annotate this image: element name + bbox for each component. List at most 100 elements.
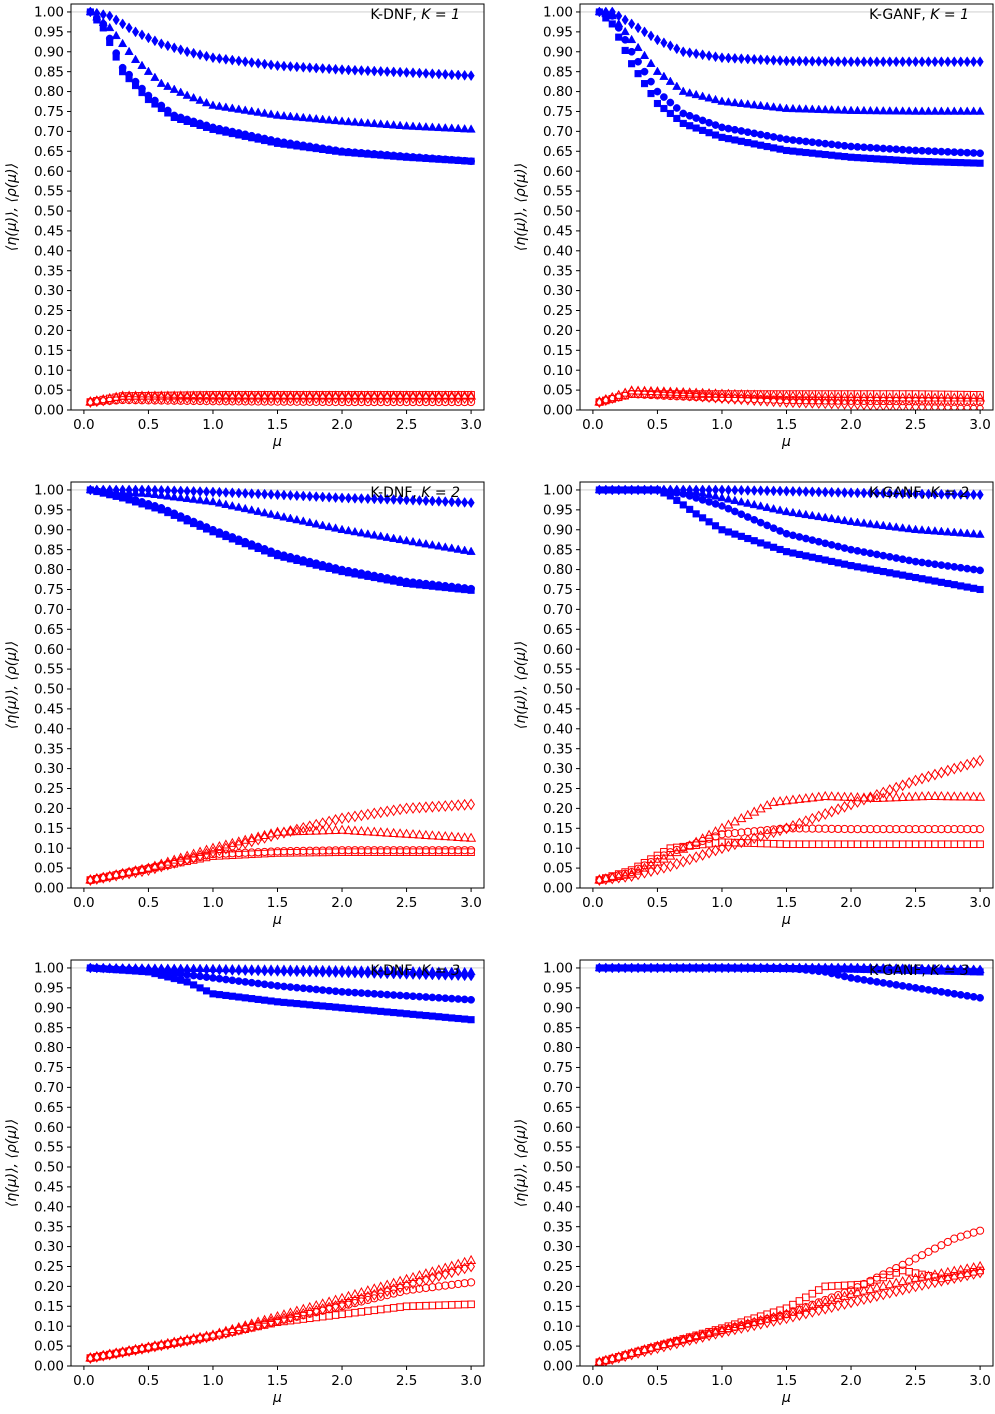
data-point [344,848,353,856]
data-point [421,1283,431,1293]
data-point [628,60,636,68]
data-point [427,830,438,840]
data-point [306,490,314,502]
data-point [750,832,759,845]
data-point [763,521,771,530]
data-point [291,1305,302,1315]
data-point [461,157,469,165]
data-point [956,760,965,773]
data-point [202,50,211,62]
data-point [794,390,805,400]
data-point [330,1294,341,1304]
data-point [640,486,649,494]
data-point [351,988,359,997]
data-point [899,571,907,579]
data-point [917,525,927,534]
data-point [422,801,430,814]
y-tick-label: 0.20 [543,801,573,817]
data-point [769,133,778,141]
data-point [723,1322,734,1333]
panel-title-method: K-GANF, [869,485,930,501]
data-point [814,104,824,113]
data-point [440,122,450,132]
data-point [691,387,702,397]
data-point [878,105,888,115]
data-point [892,554,901,562]
data-point [931,488,939,500]
data-point [415,1284,424,1293]
data-point [757,485,765,497]
data-point [666,109,674,118]
y-tick-label: 0.25 [543,303,573,319]
data-point [950,581,958,589]
series-circle-filled [86,964,475,1004]
data-point [904,791,915,801]
data-point [795,148,803,156]
data-point [369,118,379,128]
data-point [834,56,842,68]
data-point [866,154,874,162]
series-square-filled [86,486,475,594]
data-point [453,966,463,975]
data-point [968,392,979,402]
y-tick-label: 0.55 [543,662,573,678]
data-point [311,964,321,973]
data-point [369,530,379,539]
data-point [177,115,185,123]
data-point [376,990,385,999]
data-point [937,1241,946,1250]
data-point [943,562,952,570]
data-point [280,60,288,72]
data-point [659,71,669,80]
data-point [762,389,773,399]
data-point [697,91,708,100]
y-tick-label: 0.65 [543,144,573,160]
data-point [776,55,784,67]
data-point [872,399,881,410]
data-point [376,848,385,856]
data-point [847,974,855,982]
y-tick-label: 0.20 [543,323,573,339]
panel-title-k: K = 3 [930,963,969,979]
data-point [157,506,165,514]
data-point [402,494,411,506]
x-axis-label: μ [272,434,282,450]
data-point [878,1280,889,1290]
data-point [918,401,926,410]
series-diamond-open [595,754,984,886]
data-point [466,966,476,976]
x-axis-label: μ [781,434,791,450]
data-point [917,1251,927,1260]
y-tick-label: 0.90 [543,44,573,60]
data-point [344,1004,353,1012]
data-point [162,1337,173,1347]
data-point [872,144,881,152]
data-point [841,965,849,973]
data-point [595,8,603,16]
data-point [415,581,424,589]
data-point [892,981,901,989]
data-point [364,1307,372,1315]
data-point [370,807,379,820]
data-point [737,127,746,135]
data-point [615,486,623,494]
data-point [885,106,895,115]
data-point [196,121,204,129]
data-point [834,559,842,567]
data-point [164,509,172,517]
data-point [176,970,185,978]
data-point [924,1247,933,1256]
data-point [117,867,128,877]
data-point [976,968,984,976]
data-point [106,38,114,47]
data-point [698,496,707,504]
data-point [679,109,688,118]
data-point [440,1262,451,1272]
data-point [820,104,830,114]
data-point [395,1275,406,1285]
data-point [228,130,236,138]
data-point [801,824,810,833]
data-point [730,97,740,107]
data-point [737,510,746,519]
data-point [716,1324,728,1334]
